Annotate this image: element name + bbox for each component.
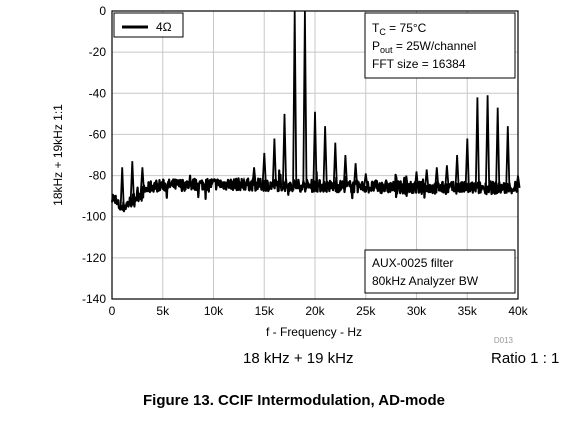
spectral-peak: [261, 152, 267, 185]
spectral-peak: [292, 10, 298, 186]
spectral-peak: [332, 142, 338, 187]
spectral-peak: [119, 167, 125, 209]
spectral-peak: [444, 165, 450, 188]
trace-group: [110, 10, 521, 213]
x-tick-label: 5k: [156, 304, 170, 318]
x-axis-title: f - Frequency - Hz: [266, 325, 362, 339]
spectral-peak: [505, 126, 511, 188]
y-tick-label: -120: [82, 251, 106, 265]
spectral-peak: [342, 154, 348, 187]
spectral-peak: [271, 138, 277, 186]
spectral-peak: [485, 95, 491, 188]
x-tick-label: 30k: [407, 304, 427, 318]
figure-code: D013: [494, 336, 514, 345]
ratio-label: Ratio 1 : 1: [491, 350, 560, 367]
condition-fft-size: FFT size = 16384: [372, 57, 466, 71]
spectral-peak: [322, 126, 328, 187]
spectral-peak: [282, 113, 287, 186]
noise-floor-trace: [110, 169, 519, 213]
y-tick-label: -60: [89, 127, 107, 141]
plot-frame: [111, 10, 519, 300]
x-tick-label: 40k: [508, 304, 528, 318]
spectral-peak: [312, 111, 318, 186]
legend: 4Ω: [113, 12, 184, 38]
x-tick-label: 35k: [458, 304, 478, 318]
y-tick-label: 0: [99, 4, 106, 18]
spectral-peak: [414, 171, 419, 188]
tick-labels: 0 5k 10k 15k 20k 25k 30k 35k 40k 0 -20 -40 -60 -80 -10…: [82, 4, 529, 318]
y-tick-label: -100: [82, 210, 106, 224]
spectral-peak: [464, 138, 470, 188]
signal-label: 18 kHz + 19 kHz: [243, 350, 354, 367]
legend-label: 4Ω: [156, 20, 172, 34]
conditions-box: TC = 75°C Pout = 25W/channel FFT size = …: [364, 12, 516, 79]
spectral-peak: [403, 175, 409, 188]
x-tick-label: 15k: [255, 304, 275, 318]
x-tick-label: 25k: [356, 304, 376, 318]
y-tick-label: -80: [89, 169, 107, 183]
spectral-peak: [302, 10, 308, 186]
spectral-peak: [363, 173, 369, 188]
condition-temperature: TC = 75°C: [372, 21, 427, 37]
spectral-peak: [454, 154, 460, 188]
y-tick-label: -140: [82, 292, 106, 306]
spectral-peak: [495, 107, 501, 188]
figure-caption: Figure 13. CCIF Intermodulation, AD-mode: [143, 392, 445, 409]
spectral-peak: [129, 161, 135, 201]
y-axis-title: 18kHz + 19kHz 1:1: [51, 104, 65, 206]
x-tick-label: 10k: [204, 304, 224, 318]
spectral-peak: [241, 176, 247, 185]
x-tick-label: 0: [109, 304, 116, 318]
filter-name: AUX-0025 filter: [372, 256, 453, 270]
spectral-peak: [353, 163, 359, 187]
spectral-peak: [139, 167, 145, 193]
spectral-peak: [434, 167, 440, 188]
filter-box: AUX-0025 filter 80kHz Analyzer BW: [364, 249, 516, 294]
x-tick-label: 20k: [305, 304, 325, 318]
y-tick-label: -40: [89, 86, 107, 100]
analyzer-bandwidth: 80kHz Analyzer BW: [372, 274, 479, 288]
spectral-peak: [383, 179, 389, 188]
spectral-peak: [251, 167, 257, 185]
spectral-peak: [373, 179, 379, 188]
condition-power: Pout = 25W/channel: [372, 39, 476, 55]
spectral-peak: [474, 97, 480, 188]
spectral-peak: [424, 169, 430, 188]
spectral-peak: [393, 175, 399, 188]
y-tick-label: -20: [89, 45, 107, 59]
